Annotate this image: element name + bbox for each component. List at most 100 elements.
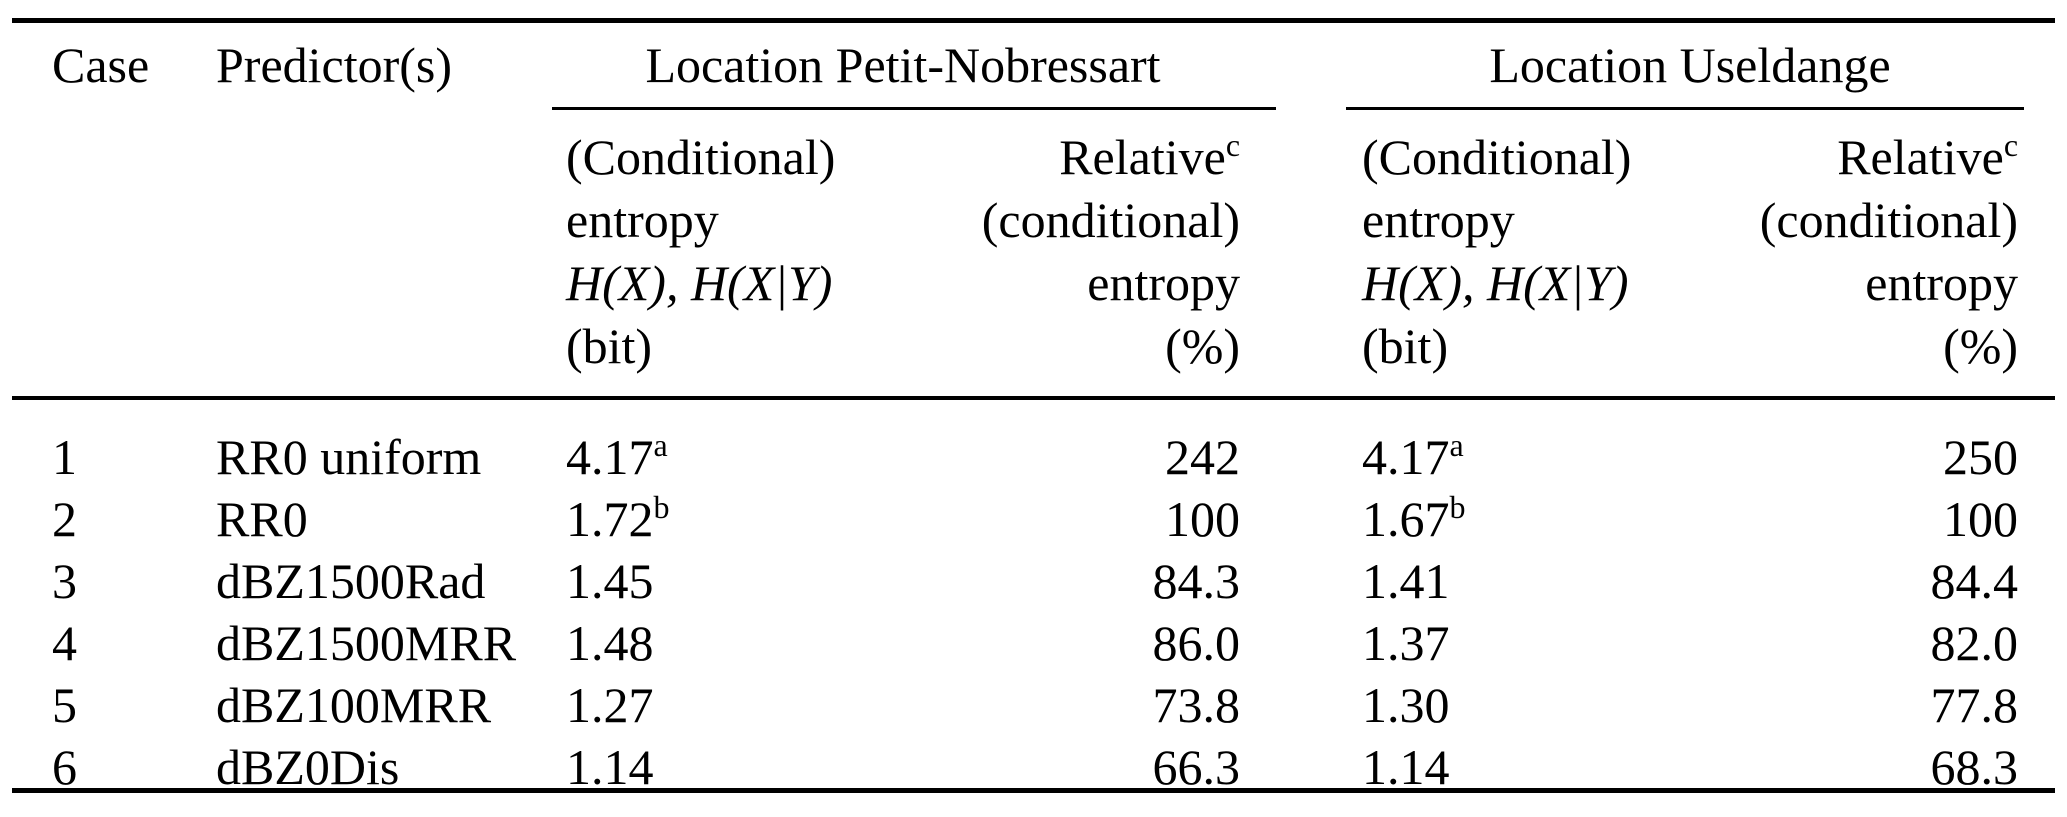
pn-entropy-cell: 1.14 [566, 736, 915, 798]
pn-relative-cell: 84.3 [1152, 553, 1241, 609]
group-header-petit-nobressart: Location Petit-Nobressart [645, 37, 1161, 93]
subheader-relative-useldange: Relativec (conditional) entropy (%) [1690, 108, 2018, 414]
entropy-value: 1.72 [566, 491, 654, 547]
subheader-math-line: H(X), H(X|Y) [566, 255, 833, 311]
entropy-value: 4.17 [566, 429, 654, 485]
subheader-line: (Conditional) [566, 129, 836, 185]
pn-relative-cell: 73.8 [1152, 677, 1241, 733]
predictor-cell: RR0 uniform [216, 429, 482, 485]
footnote-marker: a [1449, 427, 1464, 464]
footnote-marker-c: c [1225, 127, 1241, 164]
subheader-line: entropy [566, 192, 719, 248]
subheader-line: (conditional) [981, 192, 1241, 248]
footnote-marker: b [653, 489, 670, 526]
pn-entropy-cell: 1.48 [566, 612, 915, 674]
useldange-group-rule [1346, 107, 2024, 110]
entropy-value: 1.67 [1362, 491, 1450, 547]
pn-relative-cell: 86.0 [1152, 615, 1241, 671]
pn-entropy-cell: 4.17a [566, 414, 915, 488]
case-cell: 1 [52, 429, 77, 485]
column-gap [1240, 22, 1362, 108]
column-gap [1240, 488, 1362, 550]
entropy-value: 1.30 [1362, 677, 1450, 733]
subheader-unit-line: (bit) [1362, 318, 1449, 374]
predictor-cell: dBZ1500MRR [216, 615, 517, 671]
u-entropy-cell: 4.17a [1362, 414, 1690, 488]
table-row: 1 RR0 uniform 4.17a 242 4.17a 250 [52, 414, 2018, 488]
subheader-row: (Conditional) entropy H(X), H(X|Y) (bit)… [52, 108, 2018, 414]
subheader-relative-petit-nobressart: Relativec (conditional) entropy (%) [915, 108, 1240, 414]
u-relative-cell: 82.0 [1930, 615, 2019, 671]
pn-entropy-cell: 1.27 [566, 674, 915, 736]
u-entropy-cell: 1.67b [1362, 488, 1690, 550]
subheader-line: (Conditional) [1362, 129, 1632, 185]
u-entropy-cell: 1.37 [1362, 612, 1690, 674]
u-relative-cell: 84.4 [1930, 553, 2019, 609]
footnote-marker-c: c [2003, 127, 2019, 164]
subheader-math-line: H(X), H(X|Y) [1362, 255, 1629, 311]
u-entropy-cell: 1.41 [1362, 550, 1690, 612]
column-gap [1240, 612, 1362, 674]
case-cell: 2 [52, 491, 77, 547]
subheader-line: Relativec [1690, 126, 2018, 189]
pn-relative-cell: 100 [1165, 491, 1241, 547]
u-relative-cell: 250 [1943, 429, 2019, 485]
table-row: 4 dBZ1500MRR 1.48 86.0 1.37 82.0 [52, 612, 2018, 674]
entropy-value: 1.27 [566, 677, 654, 733]
entropy-value: 1.41 [1362, 553, 1450, 609]
table-row: 2 RR0 1.72b 100 1.67b 100 [52, 488, 2018, 550]
col-header-case: Case [52, 37, 150, 93]
table-mid-rule [12, 396, 2055, 400]
relative-label: Relative [1059, 129, 1226, 185]
table-top-rule [12, 18, 2055, 23]
column-gap [1240, 550, 1362, 612]
subheader-entropy-useldange: (Conditional) entropy H(X), H(X|Y) (bit) [1362, 108, 1690, 414]
subheader-unit-line: (%) [1165, 318, 1241, 374]
subheader-unit-line: (bit) [566, 318, 653, 374]
subheader-unit-line: (%) [1943, 318, 2019, 374]
u-relative-cell: 68.3 [1930, 739, 2019, 795]
u-relative-cell: 77.8 [1930, 677, 2019, 733]
relative-label: Relative [1837, 129, 2004, 185]
predictor-cell: dBZ100MRR [216, 677, 492, 733]
entropy-value: 1.14 [1362, 739, 1450, 795]
subheader-line: entropy [1362, 192, 1515, 248]
u-relative-cell: 100 [1943, 491, 2019, 547]
case-cell: 6 [52, 739, 77, 795]
u-entropy-cell: 1.14 [1362, 736, 1690, 798]
table-row: 6 dBZ0Dis 1.14 66.3 1.14 68.3 [52, 736, 2018, 798]
entropy-value: 4.17 [1362, 429, 1450, 485]
empty-cell [216, 108, 566, 414]
pn-entropy-cell: 1.72b [566, 488, 915, 550]
pn-relative-cell: 242 [1165, 429, 1241, 485]
table-row: 3 dBZ1500Rad 1.45 84.3 1.41 84.4 [52, 550, 2018, 612]
subheader-entropy-petit-nobressart: (Conditional) entropy H(X), H(X|Y) (bit) [566, 108, 915, 414]
entropy-value: 1.14 [566, 739, 654, 795]
column-gap [1240, 736, 1362, 798]
entropy-value: 1.48 [566, 615, 654, 671]
predictor-cell: RR0 [216, 491, 308, 547]
pn-entropy-cell: 1.45 [566, 550, 915, 612]
entropy-results-table: Case Predictor(s) Location Petit-Nobress… [52, 22, 2018, 798]
footnote-marker: b [1449, 489, 1466, 526]
case-cell: 3 [52, 553, 77, 609]
table-bottom-rule [12, 788, 2055, 793]
subheader-line: (conditional) [1759, 192, 2019, 248]
pn-relative-cell: 66.3 [1152, 739, 1241, 795]
header-row: Case Predictor(s) Location Petit-Nobress… [52, 22, 2018, 108]
case-cell: 5 [52, 677, 77, 733]
case-cell: 4 [52, 615, 77, 671]
column-gap [1240, 108, 1362, 414]
entropy-value: 1.45 [566, 553, 654, 609]
table-row: 5 dBZ100MRR 1.27 73.8 1.30 77.8 [52, 674, 2018, 736]
col-header-predictors: Predictor(s) [216, 37, 453, 93]
u-entropy-cell: 1.30 [1362, 674, 1690, 736]
column-gap [1240, 414, 1362, 488]
petit-nobressart-group-rule [552, 107, 1276, 110]
group-header-useldange: Location Useldange [1489, 37, 1891, 93]
subheader-line: Relativec [915, 126, 1240, 189]
subheader-line: entropy [1087, 255, 1241, 311]
predictor-cell: dBZ0Dis [216, 739, 400, 795]
predictor-cell: dBZ1500Rad [216, 553, 486, 609]
